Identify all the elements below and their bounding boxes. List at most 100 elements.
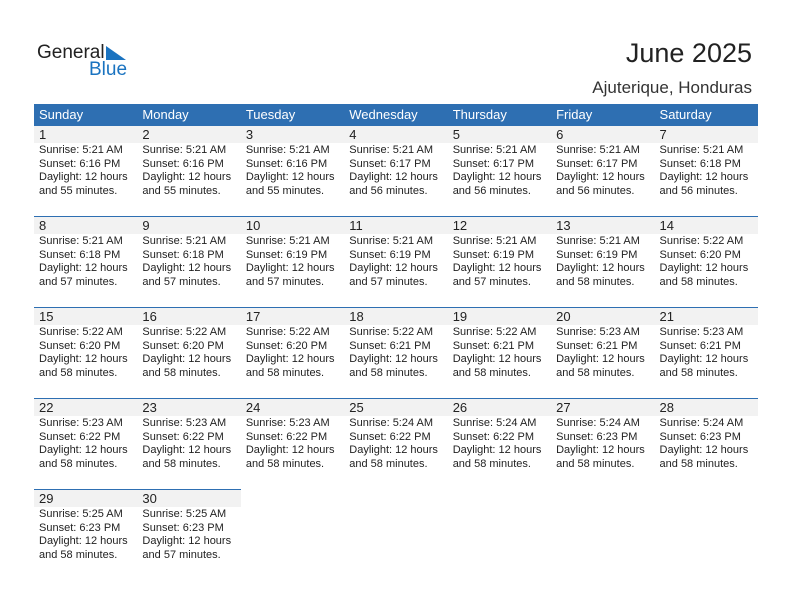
day-cell: 8 Sunrise: 5:21 AM Sunset: 6:18 PM Dayli… <box>34 216 138 308</box>
sunrise-label: Sunrise: <box>659 144 700 156</box>
daylight-label: Daylight: <box>452 353 496 365</box>
sunset-label: Sunset: <box>556 430 594 443</box>
sunrise-label: Sunrise: <box>39 144 80 156</box>
sunset-line: Sunset: 6:22 PM <box>349 431 447 445</box>
day-info: Sunrise: 5:24 AM Sunset: 6:23 PM Dayligh… <box>655 417 758 471</box>
sunrise-time: 5:22 AM <box>82 326 123 338</box>
day-number: 8 <box>34 217 138 234</box>
day-number: 27 <box>551 399 655 416</box>
sunset-label: Sunset: <box>556 157 594 170</box>
day-info: Sunrise: 5:21 AM Sunset: 6:19 PM Dayligh… <box>448 235 551 289</box>
sunrise-time: 5:21 AM <box>392 144 434 156</box>
sunset-label: Sunset: <box>349 157 387 170</box>
daylight-minutes: and 56 minutes. <box>659 184 738 197</box>
sunset-line: Sunset: 6:22 PM <box>453 431 551 445</box>
day-info: Sunrise: 5:21 AM Sunset: 6:16 PM Dayligh… <box>137 144 240 198</box>
daylight-line: Daylight: 12 hours <box>39 353 137 367</box>
daylight-label: Daylight: <box>349 171 393 183</box>
sunrise-line: Sunrise: 5:22 AM <box>246 326 344 340</box>
logo-text-general: General <box>37 42 105 63</box>
sunrise-line: Sunrise: 5:21 AM <box>556 144 654 158</box>
daylight-hours: 12 hours <box>705 444 749 456</box>
day-cell: 18 Sunrise: 5:22 AM Sunset: 6:21 PM Dayl… <box>344 307 448 399</box>
daylight-hours: 12 hours <box>705 262 749 274</box>
daylight-line: Daylight: 12 hours <box>349 171 447 185</box>
daylight-label: Daylight: <box>349 444 393 456</box>
day-cell: 16 Sunrise: 5:22 AM Sunset: 6:20 PM Dayl… <box>137 307 241 399</box>
weekday-monday: Monday <box>137 104 241 126</box>
week-row: 22 Sunrise: 5:23 AM Sunset: 6:22 PM Dayl… <box>34 398 758 490</box>
day-cell: 2 Sunrise: 5:21 AM Sunset: 6:16 PM Dayli… <box>137 125 241 217</box>
day-info: Sunrise: 5:22 AM Sunset: 6:20 PM Dayligh… <box>137 326 240 380</box>
day-number: 13 <box>551 217 655 234</box>
daylight-minutes: and 58 minutes. <box>142 366 221 379</box>
sunset-label: Sunset: <box>142 157 180 170</box>
sunrise-label: Sunrise: <box>39 508 80 520</box>
day-info: Sunrise: 5:21 AM Sunset: 6:16 PM Dayligh… <box>241 144 344 198</box>
daylight-line: Daylight: 12 hours <box>349 353 447 367</box>
empty-cell <box>655 490 758 581</box>
sunset-label: Sunset: <box>349 248 387 261</box>
day-number: 30 <box>137 490 241 507</box>
sunset-time: 6:22 PM <box>286 430 328 443</box>
daylight-label: Daylight: <box>556 262 599 274</box>
daylight-hours: 12 hours <box>188 535 232 547</box>
day-info: Sunrise: 5:24 AM Sunset: 6:23 PM Dayligh… <box>551 417 654 471</box>
weekday-saturday: Saturday <box>654 104 758 126</box>
sunset-time: 6:21 PM <box>596 339 638 352</box>
weekday-sunday: Sunday <box>34 104 138 126</box>
daylight-label: Daylight: <box>556 444 599 456</box>
daylight-minutes: and 55 minutes. <box>142 184 221 197</box>
day-cell: 9 Sunrise: 5:21 AM Sunset: 6:18 PM Dayli… <box>137 216 241 308</box>
daylight-hours: 12 hours <box>601 353 645 365</box>
sunrise-line: Sunrise: 5:24 AM <box>660 417 758 431</box>
sunrise-time: 5:21 AM <box>82 235 123 247</box>
day-info: Sunrise: 5:25 AM Sunset: 6:23 PM Dayligh… <box>34 508 137 562</box>
daylight-label: Daylight: <box>39 171 82 183</box>
sunrise-line: Sunrise: 5:21 AM <box>142 144 240 158</box>
sunrise-line: Sunrise: 5:22 AM <box>39 326 137 340</box>
sunrise-label: Sunrise: <box>142 417 183 429</box>
day-number: 18 <box>344 308 448 325</box>
day-cell: 1 Sunrise: 5:21 AM Sunset: 6:16 PM Dayli… <box>34 125 138 217</box>
sunrise-label: Sunrise: <box>142 235 183 247</box>
daylight-minutes: and 58 minutes. <box>349 457 428 470</box>
sunrise-label: Sunrise: <box>142 144 183 156</box>
sunset-time: 6:19 PM <box>286 248 328 261</box>
sunset-label: Sunset: <box>659 430 697 443</box>
sunrise-time: 5:22 AM <box>289 326 330 338</box>
daylight-minutes: and 57 minutes. <box>349 275 428 288</box>
daylight-line: Daylight: 12 hours <box>556 353 654 367</box>
daylight-label: Daylight: <box>245 262 289 274</box>
day-info: Sunrise: 5:23 AM Sunset: 6:22 PM Dayligh… <box>241 417 344 471</box>
daylight-minutes: and 57 minutes. <box>452 275 531 288</box>
daylight-line: Daylight: 12 hours <box>39 444 137 458</box>
daylight-line: Daylight: 12 hours <box>246 353 344 367</box>
daylight-hours: 12 hours <box>84 262 128 274</box>
sunset-label: Sunset: <box>659 339 697 352</box>
daylight-label: Daylight: <box>452 262 496 274</box>
sunset-line: Sunset: 6:21 PM <box>556 340 654 354</box>
sunset-time: 6:23 PM <box>596 430 638 443</box>
sunset-time: 6:19 PM <box>389 248 431 261</box>
weekday-tuesday: Tuesday <box>240 104 345 126</box>
daylight-line: Daylight: 12 hours <box>660 262 758 276</box>
sunset-line: Sunset: 6:23 PM <box>660 431 758 445</box>
daylight-line: Daylight: 12 hours <box>39 535 137 549</box>
sunset-time: 6:16 PM <box>286 157 328 170</box>
sunrise-line: Sunrise: 5:25 AM <box>142 508 240 522</box>
sunrise-label: Sunrise: <box>39 235 80 247</box>
sunset-line: Sunset: 6:22 PM <box>142 431 240 445</box>
daylight-label: Daylight: <box>349 262 393 274</box>
daylight-line: Daylight: 12 hours <box>142 353 240 367</box>
sunset-time: 6:21 PM <box>493 339 535 352</box>
sunset-time: 6:22 PM <box>182 430 224 443</box>
sunrise-line: Sunrise: 5:21 AM <box>39 144 137 158</box>
daylight-label: Daylight: <box>659 171 703 183</box>
daylight-line: Daylight: 12 hours <box>556 262 654 276</box>
sunset-line: Sunset: 6:18 PM <box>39 249 137 263</box>
daylight-label: Daylight: <box>452 171 496 183</box>
day-info: Sunrise: 5:21 AM Sunset: 6:19 PM Dayligh… <box>344 235 447 289</box>
daylight-line: Daylight: 12 hours <box>246 444 344 458</box>
day-cell: 19 Sunrise: 5:22 AM Sunset: 6:21 PM Dayl… <box>447 307 552 399</box>
